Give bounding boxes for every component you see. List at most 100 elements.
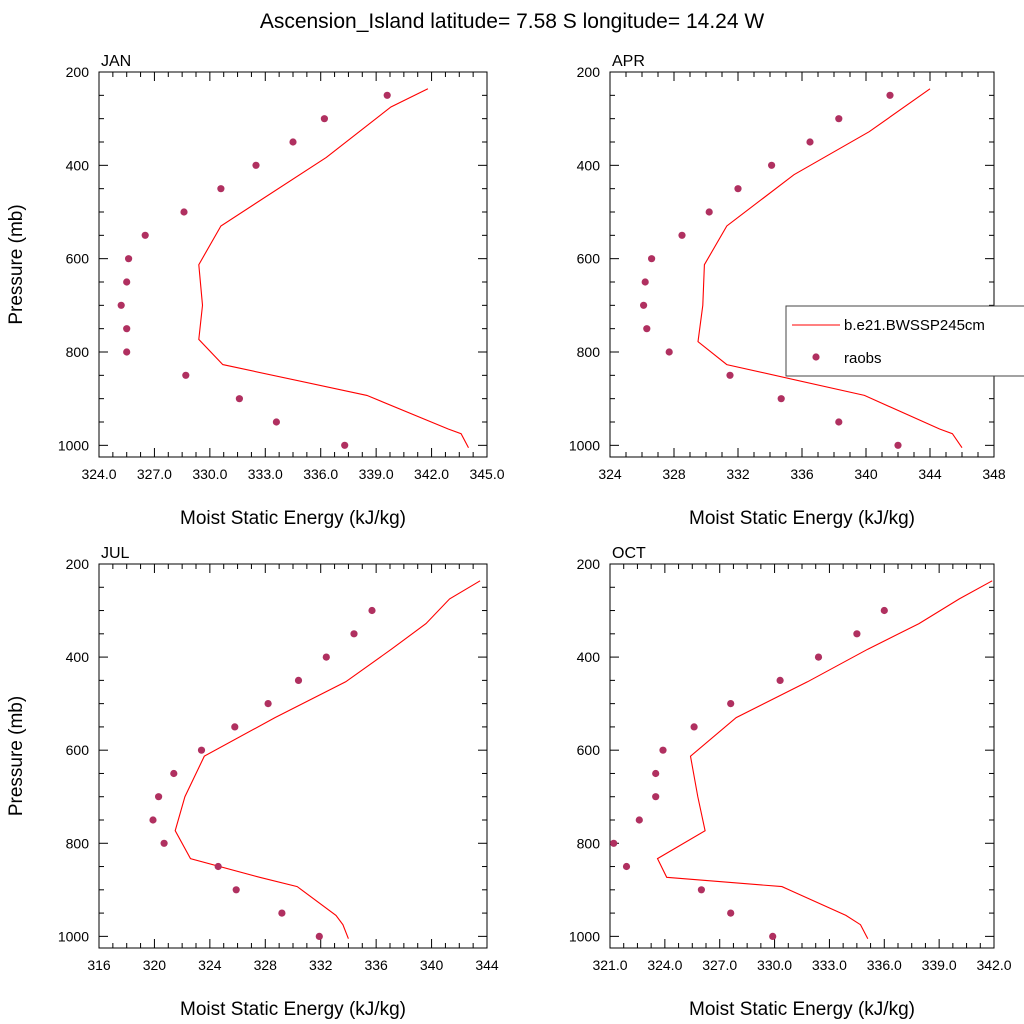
raobs-point xyxy=(278,909,286,917)
y-tick-label: 600 xyxy=(66,251,90,267)
raobs-point xyxy=(835,418,843,426)
legend-obs-label: raobs xyxy=(844,350,882,367)
x-tick-label: 339.0 xyxy=(359,466,394,482)
x-axis-label: Moist Static Energy (kJ/kg) xyxy=(180,999,406,1020)
x-tick-label: 332 xyxy=(726,466,750,482)
raobs-point xyxy=(678,231,686,239)
raobs-point xyxy=(622,862,631,871)
raobs-point xyxy=(123,278,131,286)
raobs-point xyxy=(652,793,660,801)
raobs-point xyxy=(806,138,814,146)
raobs-point xyxy=(141,231,149,239)
raobs-point xyxy=(123,325,131,333)
x-tick-label: 344 xyxy=(475,957,499,973)
x-tick-label: 328 xyxy=(254,957,278,973)
y-tick-label: 800 xyxy=(66,835,90,851)
y-tick-label: 600 xyxy=(577,251,601,267)
x-tick-label: 336 xyxy=(790,466,814,482)
legend-obs-swatch xyxy=(812,353,820,361)
x-tick-label: 339.0 xyxy=(922,957,957,973)
panel-jan: JAN 324.0 327.0 330.0 333.0 336.0 339.0 342.0 34… xyxy=(6,53,505,529)
raobs-point xyxy=(322,653,330,661)
raobs-point xyxy=(315,932,323,941)
x-tick-label: 330.0 xyxy=(192,466,227,482)
raobs-point xyxy=(272,418,280,426)
x-tick-label: 316 xyxy=(87,957,111,973)
x-tick-label: 328 xyxy=(662,466,686,482)
raobs-point xyxy=(182,371,190,379)
x-tick-label: 327.0 xyxy=(137,466,172,482)
model-line xyxy=(697,88,963,449)
raobs-point xyxy=(768,161,776,169)
y-tick-label: 400 xyxy=(577,157,601,173)
panel-title: OCT xyxy=(612,545,646,562)
raobs-point xyxy=(252,161,260,169)
raobs-point xyxy=(214,862,222,871)
x-tick-label: 324 xyxy=(598,466,622,482)
raobs-point xyxy=(726,371,734,379)
raobs-point xyxy=(383,91,391,99)
raobs-point xyxy=(835,115,843,123)
raobs-point xyxy=(648,255,656,263)
x-tick-label: 342.0 xyxy=(976,957,1011,973)
x-tick-label: 333.0 xyxy=(812,957,847,973)
raobs-point xyxy=(155,793,163,801)
plot-frame xyxy=(609,563,995,949)
raobs-point xyxy=(170,769,178,778)
legend-model-label: b.e21.BWSSP245cm xyxy=(844,317,985,334)
model-line xyxy=(174,580,481,939)
raobs-point xyxy=(641,278,649,286)
y-tick-label: 800 xyxy=(66,344,90,360)
raobs-point xyxy=(217,185,225,193)
raobs-point xyxy=(289,138,297,146)
panel-title: JAN xyxy=(101,53,131,70)
raobs-point xyxy=(231,723,239,731)
panel-jul: JUL 316 320 324 328 332 336 340 344 200 400 600 800 1… xyxy=(6,545,499,1020)
x-tick-label: 340 xyxy=(420,957,444,973)
plot-frame xyxy=(609,71,995,458)
raobs-point xyxy=(769,932,777,941)
x-tick-label: 332 xyxy=(309,957,333,973)
raobs-point xyxy=(294,676,303,685)
x-axis-label: Moist Static Energy (kJ/kg) xyxy=(689,999,915,1020)
x-tick-label: 348 xyxy=(982,466,1006,482)
raobs-point xyxy=(697,886,706,894)
x-tick-label: 320 xyxy=(143,957,167,973)
x-axis-label: Moist Static Energy (kJ/kg) xyxy=(689,508,915,529)
y-tick-label: 200 xyxy=(577,556,601,572)
raobs-point xyxy=(665,348,673,356)
raobs-point xyxy=(777,395,785,403)
raobs-point xyxy=(123,348,131,356)
raobs-point xyxy=(125,255,133,263)
x-tick-label: 342.0 xyxy=(414,466,449,482)
x-tick-label: 327.0 xyxy=(702,957,737,973)
x-tick-label: 340 xyxy=(854,466,878,482)
raobs-point xyxy=(350,630,358,638)
y-tick-label: 800 xyxy=(577,344,601,360)
y-tick-label: 400 xyxy=(66,649,90,665)
y-tick-label: 1000 xyxy=(58,928,89,944)
y-tick-label: 1000 xyxy=(58,437,89,453)
raobs-point xyxy=(705,208,713,216)
raobs-point xyxy=(264,700,272,708)
raobs-point xyxy=(734,185,742,193)
x-tick-label: 344 xyxy=(918,466,942,482)
raobs-point xyxy=(635,816,643,824)
x-tick-label: 336 xyxy=(364,957,388,973)
raobs-point xyxy=(117,301,125,309)
x-tick-label: 333.0 xyxy=(248,466,283,482)
panel-apr: APR 324 328 332 336 340 344 348 200 400 600 800 1000… xyxy=(569,53,1006,529)
raobs-point xyxy=(894,441,902,449)
y-tick-label: 800 xyxy=(577,835,601,851)
raobs-point xyxy=(232,886,240,894)
raobs-point xyxy=(643,325,651,333)
plot-frame xyxy=(98,71,488,458)
panel-title: JUL xyxy=(101,545,130,562)
raobs-point xyxy=(368,606,376,615)
raobs-point xyxy=(690,723,698,731)
raobs-point xyxy=(727,909,735,917)
raobs-point xyxy=(659,746,667,754)
x-tick-label: 336.0 xyxy=(303,466,338,482)
y-tick-label: 200 xyxy=(66,64,90,80)
x-tick-label: 324.0 xyxy=(647,957,682,973)
